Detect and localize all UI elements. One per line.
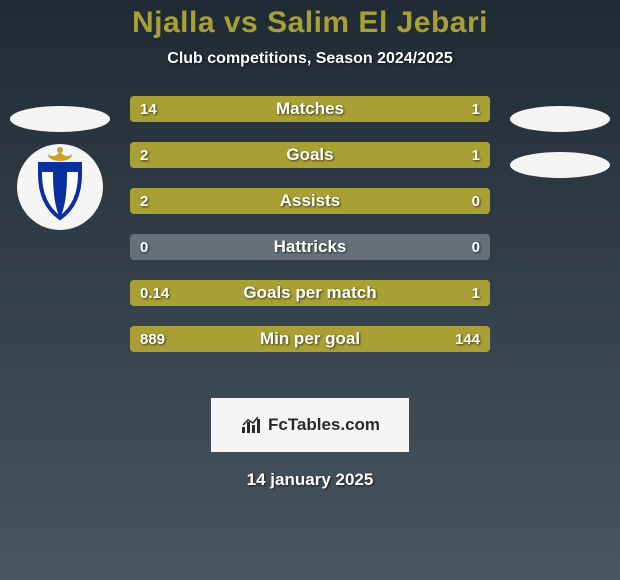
- logo-slot: [510, 142, 610, 188]
- brand-badge[interactable]: FcTables.com: [211, 398, 409, 452]
- logo-slot: [10, 96, 110, 142]
- stat-bars: 141Matches 21Goals 20Assists 00Hattricks 0.1…: [130, 96, 490, 352]
- subtitle: Club competitions, Season 2024/2025: [0, 50, 620, 68]
- date-text: 14 january 2025: [0, 470, 620, 490]
- stat-row: 0.141Goals per match: [130, 280, 490, 306]
- page-title: Njalla vs Salim El Jebari: [0, 6, 620, 40]
- stat-label: Hattricks: [130, 234, 490, 260]
- stat-label: Matches: [130, 96, 490, 122]
- logo-slot: [510, 96, 610, 142]
- left-logo-column: [0, 96, 120, 376]
- club-badge-icon: [17, 144, 103, 230]
- stat-label: Goals per match: [130, 280, 490, 306]
- stats-area: 141Matches 21Goals 20Assists 00Hattricks 0.1…: [0, 96, 620, 376]
- right-logo-column: [500, 96, 620, 376]
- stat-label: Assists: [130, 188, 490, 214]
- brand-icon: [240, 415, 262, 435]
- stat-row: 889144Min per goal: [130, 326, 490, 352]
- stat-label: Goals: [130, 142, 490, 168]
- stat-row: 00Hattricks: [130, 234, 490, 260]
- brand-text: FcTables.com: [268, 415, 380, 435]
- stat-label: Min per goal: [130, 326, 490, 352]
- comparison-card: Njalla vs Salim El Jebari Club competiti…: [0, 0, 620, 580]
- logo-placeholder: [10, 106, 110, 132]
- stat-row: 141Matches: [130, 96, 490, 122]
- logo-placeholder: [510, 106, 610, 132]
- logo-slot: [10, 142, 110, 232]
- stat-row: 21Goals: [130, 142, 490, 168]
- logo-placeholder: [510, 152, 610, 178]
- stat-row: 20Assists: [130, 188, 490, 214]
